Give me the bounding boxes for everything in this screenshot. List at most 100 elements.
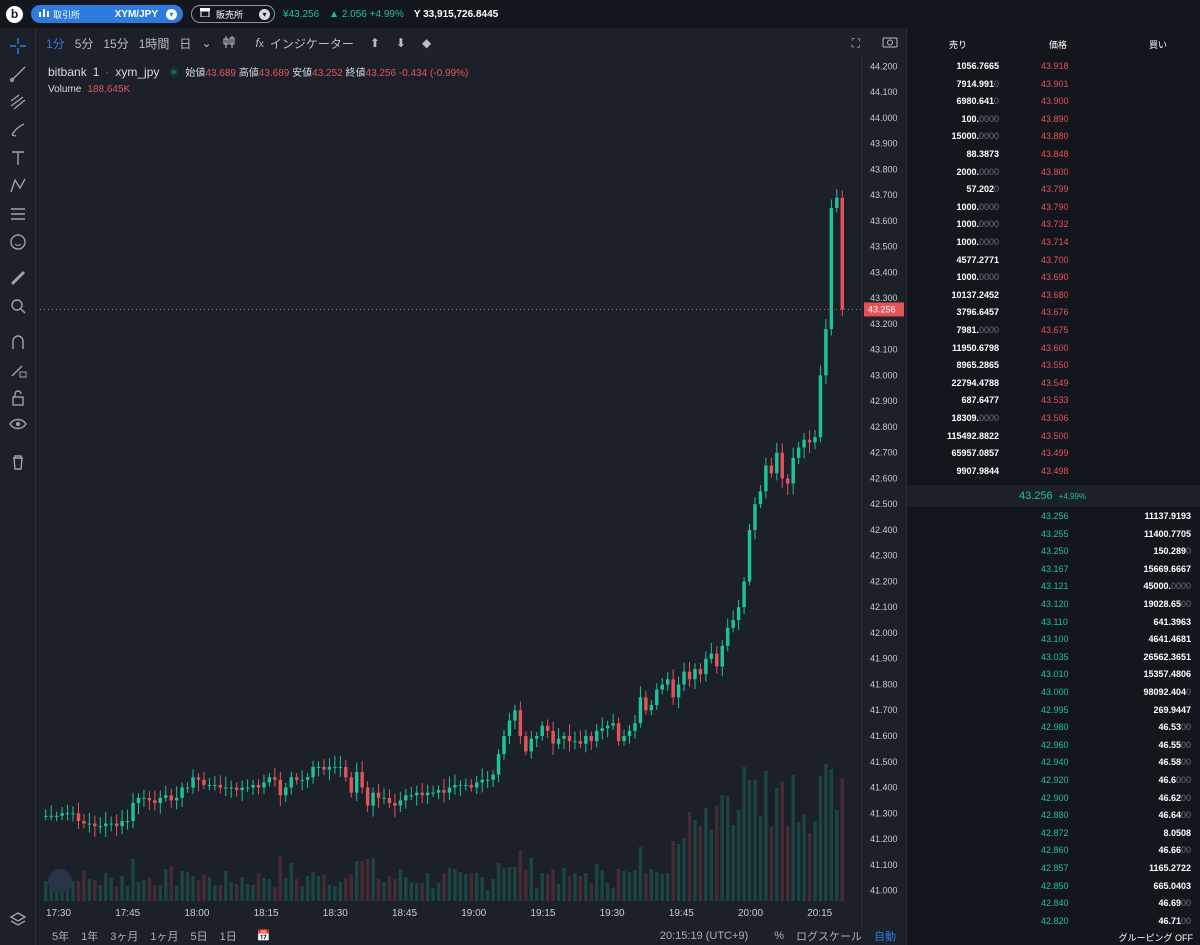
bid-row[interactable]: 46.6400 42.880	[907, 807, 1200, 825]
camera-icon[interactable]	[882, 36, 898, 51]
bid-row[interactable]: 46.6000 42.920	[907, 772, 1200, 790]
ask-row[interactable]: 6980.6410 43.900	[907, 93, 1200, 111]
bid-row[interactable]: 269.9447 42.995	[907, 702, 1200, 720]
fullscreen-icon[interactable]: ⛶	[851, 35, 860, 50]
ask-row[interactable]: 15000.0000 43.880	[907, 128, 1200, 146]
ruler-icon[interactable]	[8, 268, 28, 288]
ask-row[interactable]: 22794.4788 43.549	[907, 375, 1200, 393]
ask-row[interactable]: 7981.0000 43.675	[907, 322, 1200, 340]
sales-selector[interactable]: 販売所 ▾	[191, 5, 275, 23]
download-icon[interactable]: ⬇	[395, 36, 406, 50]
ask-row[interactable]: 11950.6798 43.600	[907, 340, 1200, 358]
bid-row[interactable]: 11137.9193 43.256	[907, 508, 1200, 526]
exchange-pair-selector[interactable]: 取引所 XYM/JPY ▾	[31, 5, 183, 23]
last-price-label: 43.256	[868, 304, 896, 314]
fib-icon[interactable]	[8, 92, 28, 112]
zoom-icon[interactable]	[8, 296, 28, 316]
bid-row[interactable]: 15357.4806 43.010	[907, 666, 1200, 684]
ask-row[interactable]: 1000.0000 43.732	[907, 216, 1200, 234]
crosshair-icon[interactable]	[8, 36, 28, 56]
trash-icon[interactable]	[8, 452, 28, 472]
interval-1m[interactable]: 1分	[46, 36, 65, 51]
range-1y[interactable]: 1年	[81, 930, 99, 943]
calendar-icon[interactable]: 📅	[256, 930, 271, 942]
ask-row[interactable]: 57.2020 43.799	[907, 181, 1200, 199]
bid-row[interactable]: 19028.6500 43.120	[907, 596, 1200, 614]
range-1d[interactable]: 1日	[219, 930, 237, 943]
pencil-lock-icon[interactable]	[8, 360, 28, 380]
interval-1h[interactable]: 1時間	[138, 36, 170, 51]
volume-bar	[316, 876, 321, 901]
ask-row[interactable]: 1056.7665 43.918	[907, 58, 1200, 76]
upload-icon[interactable]: ⬆	[369, 36, 380, 50]
candle-body	[458, 784, 463, 786]
ask-row[interactable]: 7914.9910 43.901	[907, 76, 1200, 94]
interval-5m[interactable]: 5分	[74, 36, 94, 51]
bid-row[interactable]: 46.5500 42.960	[907, 737, 1200, 755]
bid-row[interactable]: 665.0403 42.850	[907, 878, 1200, 896]
ask-row[interactable]: 3796.6457 43.676	[907, 304, 1200, 322]
indicator-button[interactable]: インジケーター	[269, 36, 354, 51]
grouping-toggle[interactable]: グルーピング OFF	[1118, 933, 1194, 943]
range-5d[interactable]: 5日	[190, 930, 208, 943]
eye-icon[interactable]	[8, 414, 28, 434]
layers-icon[interactable]	[8, 910, 28, 930]
bid-row[interactable]: 46.6900 42.840	[907, 895, 1200, 913]
ask-row[interactable]: 115492.8822 43.500	[907, 428, 1200, 446]
interval-15m[interactable]: 15分	[103, 36, 129, 51]
candle-type-icon[interactable]	[222, 35, 236, 52]
range-5y[interactable]: 5年	[52, 930, 70, 943]
chevron-down-icon[interactable]: ▾	[259, 8, 270, 20]
ask-row[interactable]: 100.0000 43.890	[907, 111, 1200, 129]
chevron-down-icon[interactable]: ⌄	[201, 36, 212, 50]
bid-row[interactable]: 1165.2722 42.857	[907, 860, 1200, 878]
ask-row[interactable]: 18309.0000 43.506	[907, 410, 1200, 428]
bid-row[interactable]: 98092.4040 43.000	[907, 684, 1200, 702]
log-scale-toggle[interactable]: ログスケール	[796, 930, 862, 943]
chevron-down-icon[interactable]: ▾	[166, 8, 177, 20]
ask-row[interactable]: 1000.0000 43.790	[907, 199, 1200, 217]
bid-row[interactable]: 8.0508 42.872	[907, 825, 1200, 843]
bitbank-logo[interactable]: b	[6, 5, 23, 23]
ask-row[interactable]: 4577.2771 43.700	[907, 252, 1200, 270]
bid-row[interactable]: 46.7100 42.820	[907, 913, 1200, 931]
emoji-icon[interactable]	[8, 232, 28, 252]
bid-row[interactable]: 641.3963 43.110	[907, 614, 1200, 632]
trend-line-icon[interactable]	[8, 64, 28, 84]
range-1m[interactable]: 1ヶ月	[150, 930, 179, 943]
magnet-icon[interactable]	[8, 332, 28, 352]
bid-row[interactable]: 15669.6667 43.167	[907, 561, 1200, 579]
brush-icon[interactable]	[8, 120, 28, 140]
percent-toggle[interactable]: %	[774, 929, 784, 942]
ask-row[interactable]: 2000.0000 43.800	[907, 164, 1200, 182]
text-icon[interactable]	[8, 148, 28, 168]
bid-row[interactable]: 46.5300 42.980	[907, 719, 1200, 737]
bid-row[interactable]: 46.6200 42.900	[907, 790, 1200, 808]
pattern-icon[interactable]	[8, 176, 28, 196]
ask-row[interactable]: 9907.9844 43.498	[907, 463, 1200, 481]
fx-icon[interactable]: fx	[255, 36, 264, 50]
bid-row[interactable]: 150.2890 43.250	[907, 543, 1200, 561]
y-tick-label: 43.900	[870, 139, 898, 149]
bid-row[interactable]: 4641.4681 43.100	[907, 631, 1200, 649]
auto-scale-toggle[interactable]: 自動	[874, 930, 896, 943]
candlestick-chart-svg[interactable]: 44.200 44.100 44.000 43.900 43.800 43.700 43.6…	[40, 56, 906, 928]
ask-row[interactable]: 8965.2865 43.550	[907, 357, 1200, 375]
measure-range-icon[interactable]	[8, 204, 28, 224]
ask-row[interactable]: 1000.0000 43.690	[907, 269, 1200, 287]
ask-row[interactable]: 687.6477 43.533	[907, 392, 1200, 410]
range-3m[interactable]: 3ヶ月	[110, 930, 139, 943]
bid-row[interactable]: 46.6600 42.860	[907, 842, 1200, 860]
ask-row[interactable]: 10137.2452 43.680	[907, 287, 1200, 305]
ask-row[interactable]: 65957.0857 43.499	[907, 445, 1200, 463]
price-chart[interactable]: 44.200 44.100 44.000 43.900 43.800 43.700 43.6…	[40, 56, 906, 928]
bid-row[interactable]: 11400.7705 43.255	[907, 526, 1200, 544]
eraser-icon[interactable]: ◆	[421, 36, 432, 50]
ask-row[interactable]: 1000.0000 43.714	[907, 234, 1200, 252]
interval-day[interactable]: 日	[179, 36, 192, 51]
bid-row[interactable]: 46.5800 42.940	[907, 754, 1200, 772]
ask-row[interactable]: 88.3873 43.848	[907, 146, 1200, 164]
lock-icon[interactable]	[8, 388, 28, 408]
bid-row[interactable]: 26562.3651 43.035	[907, 649, 1200, 667]
bid-row[interactable]: 45000.0000 43.121	[907, 578, 1200, 596]
